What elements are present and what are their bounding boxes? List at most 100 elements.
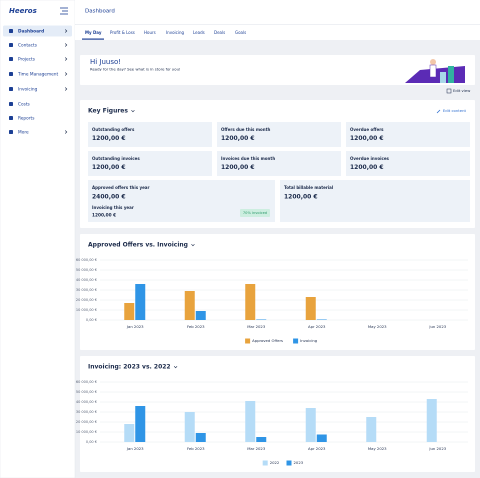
tile	[217, 122, 341, 147]
y-tick-label: 10 000,00 €	[76, 308, 97, 312]
menu-item[interactable]: Reports	[18, 116, 35, 122]
legend-swatch	[286, 460, 292, 466]
x-tick-label: Jan 2023	[126, 446, 144, 451]
edit-view-label: Edit view	[453, 88, 470, 93]
menu-item[interactable]: Dashboard	[18, 29, 44, 35]
tab[interactable]: Profit & Loss	[110, 30, 135, 35]
bar	[124, 424, 135, 442]
legend-label: Approved Offers	[252, 338, 283, 343]
welcome-text: Ready for the day? See what is in store …	[90, 67, 181, 72]
chevron	[64, 57, 68, 61]
tile-value: 1200,00 €	[221, 164, 255, 171]
active-menu-bg	[3, 25, 72, 37]
chevron	[64, 43, 68, 47]
menu-icon	[9, 87, 13, 91]
tile-label: Outstanding invoices	[92, 156, 140, 161]
tile	[217, 151, 341, 176]
bar	[195, 433, 206, 442]
y-tick-label: 20 000,00 €	[76, 420, 97, 424]
x-tick-label: Jan 2023	[126, 324, 144, 329]
bar	[316, 434, 327, 442]
tile	[88, 151, 212, 176]
badge	[240, 209, 270, 217]
tile-sub-label: Invoicing this year	[92, 205, 134, 210]
tile-sub-value: 1200,00 €	[92, 213, 116, 219]
menu-item[interactable]: Projects	[18, 57, 36, 63]
y-tick-label: 30 000,00 €	[76, 410, 97, 414]
tile-value: 2400,00 €	[92, 194, 126, 201]
chart-card	[80, 234, 475, 350]
topbar	[75, 0, 480, 24]
chart-card	[80, 356, 475, 472]
tile-label: Approved offers this year	[92, 185, 149, 190]
logo: Heeros	[9, 7, 37, 15]
bar	[245, 284, 256, 320]
y-tick-label: 60 000,00 €	[76, 380, 97, 384]
bar	[124, 303, 135, 320]
chevron	[64, 87, 68, 91]
chevron	[173, 365, 178, 369]
page-title: Dashboard	[85, 9, 115, 15]
x-tick-label: Jun 2023	[428, 324, 446, 329]
tile-label: Overdue offers	[350, 127, 384, 132]
bar	[256, 319, 267, 320]
legend-swatch	[245, 338, 251, 344]
tile-value: 1200,00 €	[92, 135, 126, 142]
badge-label: 70% invoiced	[243, 211, 267, 215]
welcome-card	[80, 55, 475, 85]
bar	[184, 412, 195, 442]
sidebar	[0, 0, 76, 478]
bar	[135, 406, 146, 442]
tile-value: 1200,00 €	[350, 135, 384, 142]
tile-label: Outstanding offers	[92, 127, 135, 132]
tab[interactable]: Hours	[144, 30, 156, 35]
y-tick-label: 20 000,00 €	[76, 298, 97, 302]
menu-item[interactable]: More	[18, 130, 29, 136]
menu-icon	[9, 116, 13, 120]
menu-item[interactable]: Costs	[18, 102, 31, 108]
tab[interactable]: Deals	[214, 30, 225, 35]
menu-toggle[interactable]	[60, 7, 68, 15]
x-tick-label: Mar 2023	[247, 324, 266, 329]
bar	[256, 437, 267, 442]
menu-icon	[9, 29, 13, 33]
edit-content-label: Edit content	[443, 108, 467, 113]
y-tick-label: 10 000,00 €	[76, 430, 97, 434]
tile	[346, 151, 470, 176]
bar	[184, 291, 195, 320]
tab[interactable]: Leads	[193, 30, 205, 35]
legend-label: Invoicing	[300, 338, 318, 343]
tab[interactable]: My Day	[85, 30, 102, 35]
total-tile	[280, 180, 470, 222]
bar	[305, 297, 316, 320]
tab[interactable]: Goals	[235, 30, 246, 35]
y-tick-label: 40 000,00 €	[76, 278, 97, 282]
menu-icon	[9, 130, 13, 134]
menu-item[interactable]: Invoicing	[18, 87, 38, 93]
edit-content-button[interactable]: Edit content	[436, 108, 467, 114]
tile-value: 1200,00 €	[92, 164, 126, 171]
tab[interactable]: Invoicing	[166, 30, 184, 35]
edit-view-button[interactable]: Edit view	[446, 88, 470, 94]
x-tick-label: Feb 2023	[187, 324, 205, 329]
tile-value: 1200,00 €	[350, 164, 384, 171]
y-tick-label: 30 000,00 €	[76, 288, 97, 292]
x-tick-label: May 2023	[368, 324, 387, 329]
y-tick-label: 50 000,00 €	[76, 390, 97, 394]
bar	[316, 319, 327, 320]
tile-label: Total billable material	[284, 185, 334, 190]
chart-title: Approved Offers vs. Invoicing	[88, 242, 188, 249]
menu-icon	[9, 57, 13, 61]
y-tick-label: 0,00 €	[86, 440, 97, 444]
chart-title: Invoicing: 2023 vs. 2022	[88, 364, 171, 371]
tile-label: Invoices due this month	[221, 156, 275, 161]
menu-item[interactable]: Time Management	[17, 72, 59, 78]
tile	[88, 122, 212, 147]
x-tick-label: May 2023	[368, 446, 387, 451]
bar	[366, 417, 377, 442]
tile-value: 1200,00 €	[221, 135, 255, 142]
menu-item[interactable]: Contacts	[18, 43, 38, 49]
chevron	[131, 109, 135, 113]
y-tick-label: 40 000,00 €	[76, 400, 97, 404]
